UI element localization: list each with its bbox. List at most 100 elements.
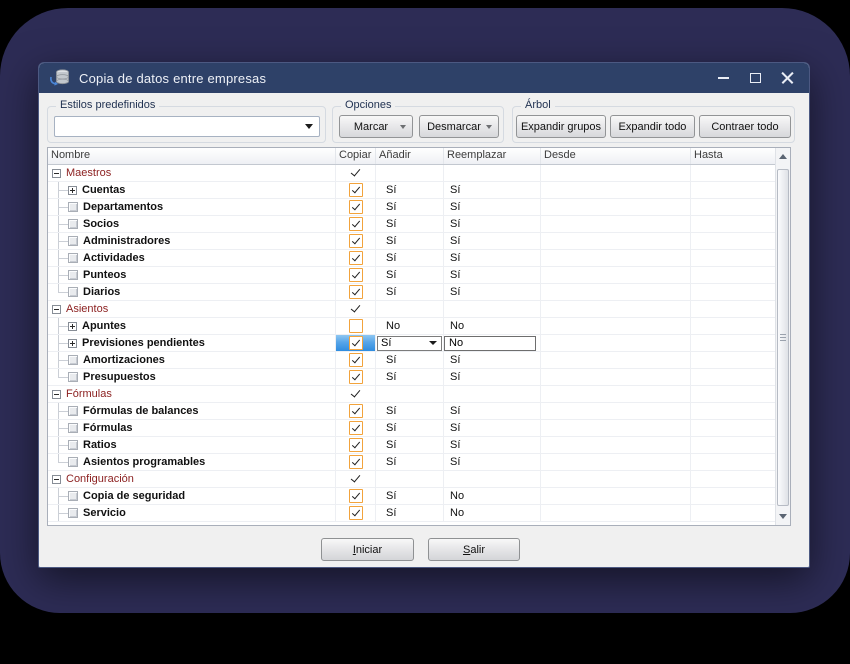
table-row[interactable]: Cuentas Sí Sí: [48, 182, 775, 199]
copiar-cell[interactable]: [336, 471, 376, 487]
anadir-cell[interactable]: Sí: [376, 369, 444, 385]
anadir-cell[interactable]: [376, 165, 444, 181]
mark-dropdown-button[interactable]: Marcar: [339, 115, 413, 138]
anadir-cell[interactable]: Sí: [376, 505, 444, 521]
unmark-dropdown-button[interactable]: Desmarcar: [419, 115, 499, 138]
copiar-cell[interactable]: [336, 420, 376, 436]
hasta-cell[interactable]: [691, 216, 775, 232]
desde-cell[interactable]: [541, 267, 691, 283]
name-cell[interactable]: Cuentas: [48, 182, 336, 198]
anadir-cell[interactable]: [376, 471, 444, 487]
expand-icon[interactable]: [68, 185, 77, 195]
hasta-cell[interactable]: [691, 454, 775, 470]
copiar-checkbox[interactable]: [348, 251, 363, 265]
maximize-button[interactable]: [743, 67, 767, 89]
name-cell[interactable]: Previsiones pendientes: [48, 335, 336, 351]
copiar-cell[interactable]: [336, 403, 376, 419]
reemplazar-cell[interactable]: [444, 386, 541, 402]
hasta-cell[interactable]: [691, 284, 775, 300]
predefined-styles-combobox[interactable]: [54, 116, 320, 137]
reemplazar-input[interactable]: No: [444, 335, 536, 351]
hasta-cell[interactable]: [691, 182, 775, 198]
titlebar[interactable]: Copia de datos entre empresas: [39, 63, 809, 93]
desde-cell[interactable]: [541, 199, 691, 215]
scrollbar-thumb[interactable]: [777, 169, 789, 506]
collapse-all-button[interactable]: Contraer todo: [699, 115, 791, 138]
anadir-combobox[interactable]: Sí: [377, 335, 442, 351]
reemplazar-cell[interactable]: Sí: [444, 284, 541, 300]
table-row[interactable]: Fórmulas Sí Sí: [48, 420, 775, 437]
table-row[interactable]: Previsiones pendientes Sí No: [48, 335, 775, 352]
hasta-cell[interactable]: [691, 199, 775, 215]
reemplazar-cell[interactable]: [444, 301, 541, 317]
anadir-cell[interactable]: Sí: [376, 454, 444, 470]
reemplazar-cell[interactable]: No: [444, 505, 541, 521]
hasta-cell[interactable]: [691, 488, 775, 504]
desde-cell[interactable]: [541, 437, 691, 453]
name-cell[interactable]: Socios: [48, 216, 336, 232]
start-button[interactable]: Iniciar: [321, 538, 414, 561]
name-cell[interactable]: Apuntes: [48, 318, 336, 334]
hasta-cell[interactable]: [691, 352, 775, 368]
table-row[interactable]: Configuración: [48, 471, 775, 488]
copiar-cell[interactable]: [336, 267, 376, 283]
copiar-checkbox[interactable]: [348, 200, 363, 214]
desde-cell[interactable]: [541, 165, 691, 181]
copiar-cell[interactable]: [336, 369, 376, 385]
expand-icon[interactable]: [68, 321, 77, 331]
anadir-cell[interactable]: Sí: [376, 182, 444, 198]
name-cell[interactable]: Fórmulas: [48, 386, 336, 402]
anadir-cell[interactable]: Sí: [376, 403, 444, 419]
copiar-checkbox[interactable]: [348, 404, 363, 418]
table-row[interactable]: Maestros: [48, 165, 775, 182]
desde-cell[interactable]: [541, 233, 691, 249]
reemplazar-cell[interactable]: Sí: [444, 369, 541, 385]
anadir-cell[interactable]: Sí: [376, 437, 444, 453]
copiar-cell[interactable]: [336, 335, 376, 351]
desde-cell[interactable]: [541, 471, 691, 487]
hasta-cell[interactable]: [691, 250, 775, 266]
expand-icon[interactable]: [68, 338, 77, 348]
anadir-cell[interactable]: Sí: [376, 216, 444, 232]
column-header-hasta[interactable]: Hasta: [694, 149, 723, 161]
copiar-checkbox[interactable]: [348, 506, 363, 520]
anadir-cell[interactable]: Sí: [376, 335, 444, 351]
desde-cell[interactable]: [541, 182, 691, 198]
collapse-icon[interactable]: [52, 168, 61, 178]
copiar-cell[interactable]: [336, 182, 376, 198]
anadir-cell[interactable]: Sí: [376, 267, 444, 283]
table-row[interactable]: Administradores Sí Sí: [48, 233, 775, 250]
reemplazar-cell[interactable]: Sí: [444, 403, 541, 419]
scroll-up-button[interactable]: [776, 148, 790, 165]
exit-button[interactable]: Salir: [428, 538, 520, 561]
copiar-cell[interactable]: [336, 505, 376, 521]
desde-cell[interactable]: [541, 386, 691, 402]
name-cell[interactable]: Configuración: [48, 471, 336, 487]
reemplazar-cell[interactable]: Sí: [444, 233, 541, 249]
copiar-cell[interactable]: [336, 301, 376, 317]
column-header-nombre[interactable]: Nombre: [48, 148, 336, 164]
table-row[interactable]: Copia de seguridad Sí No: [48, 488, 775, 505]
name-cell[interactable]: Actividades: [48, 250, 336, 266]
copiar-checkbox[interactable]: [348, 353, 363, 367]
copiar-cell[interactable]: [336, 284, 376, 300]
table-row[interactable]: Presupuestos Sí Sí: [48, 369, 775, 386]
table-row[interactable]: Apuntes No No: [48, 318, 775, 335]
hasta-cell[interactable]: [691, 267, 775, 283]
name-cell[interactable]: Servicio: [48, 505, 336, 521]
reemplazar-cell[interactable]: Sí: [444, 352, 541, 368]
table-row[interactable]: Fórmulas: [48, 386, 775, 403]
anadir-cell[interactable]: Sí: [376, 284, 444, 300]
anadir-cell[interactable]: Sí: [376, 233, 444, 249]
desde-cell[interactable]: [541, 250, 691, 266]
hasta-cell[interactable]: [691, 420, 775, 436]
vertical-scrollbar[interactable]: [775, 148, 790, 525]
desde-cell[interactable]: [541, 318, 691, 334]
name-cell[interactable]: Departamentos: [48, 199, 336, 215]
name-cell[interactable]: Presupuestos: [48, 369, 336, 385]
copiar-cell[interactable]: [336, 454, 376, 470]
copiar-cell[interactable]: [336, 199, 376, 215]
copiar-checkbox[interactable]: [348, 455, 363, 469]
reemplazar-cell[interactable]: Sí: [444, 267, 541, 283]
table-row[interactable]: Ratios Sí Sí: [48, 437, 775, 454]
